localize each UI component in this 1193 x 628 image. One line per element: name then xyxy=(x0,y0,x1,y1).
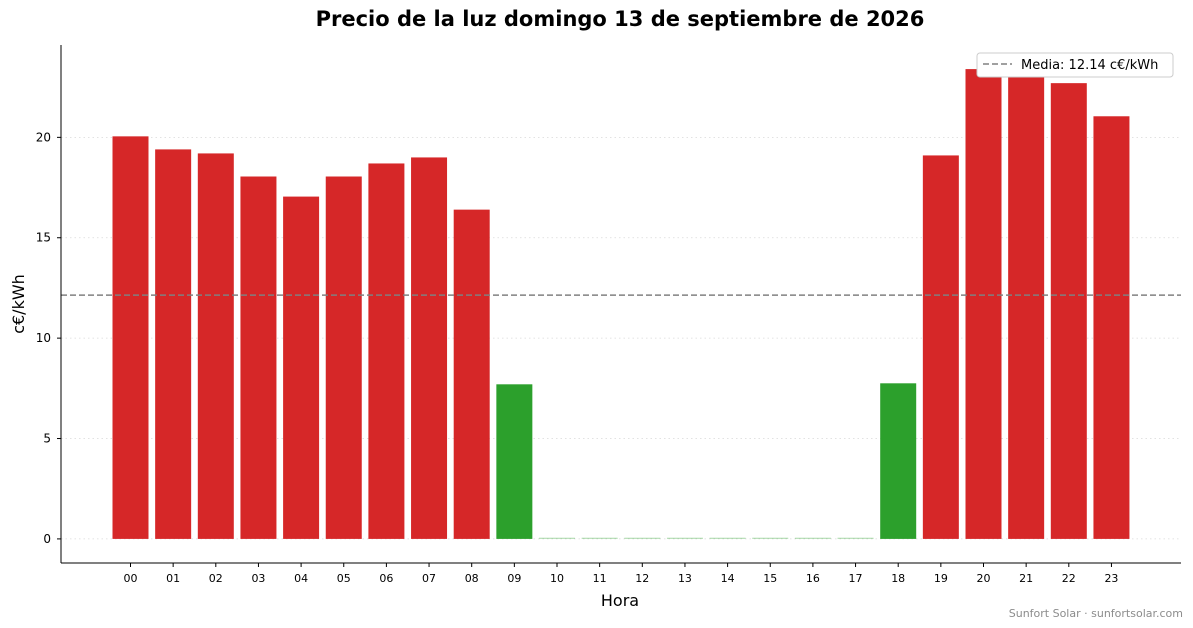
x-tick-label: 05 xyxy=(337,572,351,585)
bar-21 xyxy=(1008,75,1045,539)
x-tick-label: 02 xyxy=(209,572,223,585)
chart-title: Precio de la luz domingo 13 de septiembr… xyxy=(316,7,925,31)
bar-09 xyxy=(496,384,533,539)
bar-06 xyxy=(368,163,405,539)
x-ticks: 00 01 02 03 04 05 06 07 08 09 10 11 12 13 14 15 16 17 18 19… xyxy=(124,563,1118,585)
x-tick-label: 19 xyxy=(934,572,948,585)
legend-entry-mean: Media: 12.14 c€/kWh xyxy=(1021,58,1158,73)
bar-03 xyxy=(240,176,277,539)
bar-20 xyxy=(965,69,1002,539)
x-tick-label: 06 xyxy=(379,572,393,585)
footer-credit: Sunfort Solar · sunfortsolar.com xyxy=(1008,607,1183,620)
x-tick-label: 03 xyxy=(251,572,265,585)
bar-10 xyxy=(539,537,575,539)
bar-18 xyxy=(880,383,917,539)
bar-23 xyxy=(1093,116,1130,539)
bar-14 xyxy=(709,537,746,539)
bar-15 xyxy=(752,537,789,539)
bar-02 xyxy=(197,153,234,539)
y-ticks: 0 5 10 15 20 xyxy=(36,130,61,546)
bar-08 xyxy=(453,209,490,539)
axes xyxy=(60,45,1181,564)
bar-19 xyxy=(922,155,959,539)
x-tick-label: 15 xyxy=(763,572,777,585)
x-tick-label: 08 xyxy=(465,572,479,585)
bar-01 xyxy=(155,149,192,539)
bar-16 xyxy=(794,537,831,539)
x-tick-label: 00 xyxy=(124,572,138,585)
x-tick-label: 09 xyxy=(507,572,521,585)
bar-05 xyxy=(325,176,362,539)
y-tick-label: 10 xyxy=(36,331,51,345)
x-tick-label: 23 xyxy=(1104,572,1118,585)
y-tick-label: 20 xyxy=(36,130,51,144)
bar-22 xyxy=(1050,83,1087,539)
bar-12 xyxy=(624,537,661,539)
x-tick-label: 04 xyxy=(294,572,308,585)
y-tick-label: 0 xyxy=(43,532,51,546)
y-tick-label: 5 xyxy=(43,432,51,446)
bar-13 xyxy=(666,537,703,539)
x-tick-label: 22 xyxy=(1062,572,1076,585)
x-tick-label: 16 xyxy=(806,572,820,585)
x-tick-label: 11 xyxy=(593,572,607,585)
y-tick-label: 15 xyxy=(36,231,51,245)
x-tick-label: 18 xyxy=(891,572,905,585)
x-tick-label: 12 xyxy=(635,572,649,585)
bar-04 xyxy=(283,196,320,539)
x-tick-label: 07 xyxy=(422,572,436,585)
x-tick-label: 13 xyxy=(678,572,692,585)
legend-box xyxy=(976,52,1174,78)
x-tick-label: 10 xyxy=(550,572,564,585)
x-tick-label: 20 xyxy=(977,572,991,585)
x-tick-label: 21 xyxy=(1019,572,1033,585)
bar-17 xyxy=(837,537,874,539)
bar-07 xyxy=(411,157,448,539)
x-tick-label: 14 xyxy=(721,572,735,585)
bar-00 xyxy=(112,136,149,539)
y-axis-label: c€/kWh xyxy=(9,274,28,334)
bars xyxy=(112,69,1130,539)
x-tick-label: 01 xyxy=(166,572,180,585)
x-axis-label: Hora xyxy=(601,591,639,610)
legend: Media: 12.14 c€/kWh xyxy=(976,52,1174,78)
x-tick-label: 17 xyxy=(849,572,863,585)
bar-11 xyxy=(581,537,618,539)
